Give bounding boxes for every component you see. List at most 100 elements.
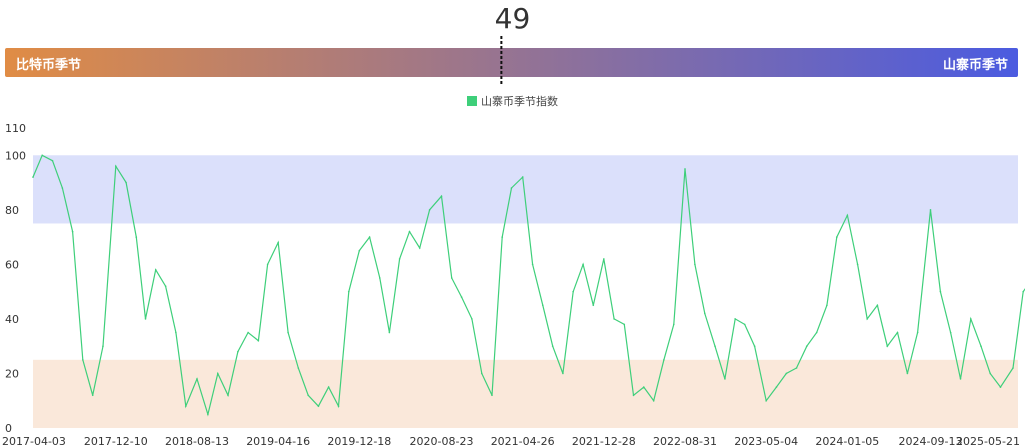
- data-point: [277, 241, 279, 244]
- legend-swatch: [467, 96, 477, 106]
- data-point: [237, 350, 239, 353]
- y-tick-label: 20: [5, 367, 19, 380]
- x-tick-label: 2022-08-31: [653, 435, 717, 448]
- x-tick-label: 2025-05-21: [956, 435, 1020, 448]
- data-point: [929, 209, 932, 211]
- data-point: [207, 413, 209, 416]
- bitcoin-season-label: 比特币季节: [16, 58, 82, 73]
- data-point: [82, 359, 84, 361]
- data-point: [724, 378, 726, 380]
- data-point: [694, 263, 696, 266]
- x-tick-label: 2017-12-10: [84, 435, 148, 448]
- data-point: [684, 168, 686, 170]
- data-point: [980, 345, 982, 347]
- y-tick-label: 60: [5, 258, 19, 271]
- zone-bands: [33, 155, 1018, 428]
- x-tick-label: 2019-04-16: [246, 435, 310, 448]
- data-point: [815, 331, 818, 334]
- data-point: [939, 290, 942, 293]
- x-axis-ticks: 2017-04-03 2017-12-10 2018-08-13 2019-04-16…: [2, 435, 1020, 448]
- data-point: [418, 247, 421, 249]
- data-point: [896, 331, 899, 334]
- x-tick-label: 2024-01-05: [815, 435, 879, 448]
- data-point: [846, 214, 849, 217]
- data-point: [428, 209, 431, 211]
- data-point: [115, 165, 117, 167]
- data-point: [753, 345, 756, 347]
- data-point: [61, 187, 64, 189]
- y-axis-ticks: 0 20 40 60 80 100 110: [5, 122, 26, 435]
- data-point: [714, 345, 716, 347]
- data-point: [460, 296, 463, 298]
- data-point: [216, 372, 219, 375]
- data-point: [886, 345, 889, 347]
- data-point: [959, 378, 962, 380]
- legend-label: 山寨币季节指数: [481, 95, 558, 108]
- data-point: [266, 263, 269, 266]
- y-tick-label: 40: [5, 313, 19, 326]
- x-tick-label: 2021-04-26: [491, 435, 555, 448]
- data-point: [71, 230, 74, 233]
- data-point: [642, 386, 645, 388]
- data-point: [672, 323, 675, 326]
- data-point: [227, 394, 229, 397]
- data-point: [287, 331, 289, 334]
- data-point: [41, 154, 44, 157]
- data-point: [541, 304, 544, 307]
- data-point: [652, 399, 655, 402]
- data-point: [562, 372, 564, 375]
- x-tick-label: 2018-08-13: [165, 435, 229, 448]
- data-point: [856, 263, 859, 266]
- season-gradient-bar: [5, 48, 1018, 77]
- data-point: [196, 378, 198, 380]
- data-point: [613, 318, 615, 320]
- altcoin-season-index-value: 49: [494, 2, 531, 35]
- data-point: [501, 236, 504, 238]
- data-point: [144, 318, 147, 320]
- data-point: [135, 236, 138, 238]
- data-point: [471, 318, 473, 320]
- data-point: [916, 331, 919, 334]
- data-point: [510, 187, 513, 189]
- data-point: [969, 318, 972, 320]
- data-point: [551, 345, 554, 347]
- y-tick-label: 0: [5, 422, 12, 435]
- data-point: [623, 323, 626, 326]
- data-point: [765, 399, 767, 402]
- y-tick-label: 110: [5, 122, 26, 135]
- altcoin-season-label: 山寨币季节: [942, 58, 1008, 73]
- data-point: [1012, 367, 1014, 369]
- bitcoin-season-band: [33, 359, 1018, 428]
- x-tick-label: 2024-09-13: [899, 435, 963, 448]
- data-point: [102, 345, 104, 347]
- y-tick-label: 100: [5, 149, 26, 162]
- data-point: [866, 318, 868, 320]
- data-point: [408, 230, 411, 233]
- data-point: [906, 372, 909, 375]
- x-tick-label: 2017-04-03: [2, 435, 66, 448]
- data-point: [531, 263, 534, 266]
- x-tick-label: 2023-05-04: [734, 435, 798, 448]
- data-point: [1022, 290, 1025, 293]
- data-point: [603, 258, 605, 260]
- data-point: [257, 339, 260, 342]
- data-point: [572, 290, 574, 293]
- data-point: [297, 367, 300, 369]
- data-point: [663, 359, 665, 361]
- y-tick-label: 80: [5, 204, 19, 217]
- data-point: [949, 331, 952, 334]
- data-point: [582, 263, 584, 266]
- x-tick-label: 2020-08-23: [410, 435, 474, 448]
- data-point: [378, 277, 381, 279]
- data-point: [826, 304, 828, 307]
- data-point: [775, 386, 778, 388]
- data-point: [125, 181, 127, 184]
- chart-legend[interactable]: 山寨币季节指数: [0, 93, 1025, 109]
- data-points: [32, 154, 1025, 416]
- data-point: [989, 372, 992, 375]
- data-point: [337, 405, 340, 407]
- data-point: [307, 394, 309, 397]
- data-point: [91, 394, 94, 397]
- altcoin-season-band: [33, 155, 1018, 224]
